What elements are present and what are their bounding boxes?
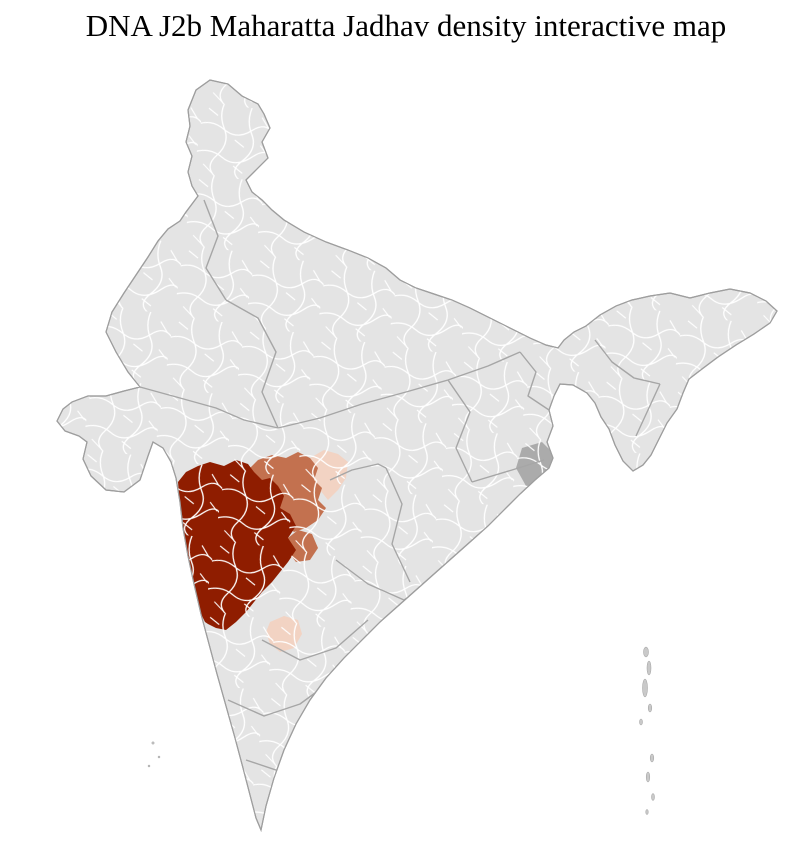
country-border <box>56 79 778 833</box>
district-boundaries <box>57 80 777 830</box>
page-title: DNA J2b Maharatta Jadhav density interac… <box>85 8 727 43</box>
andaman-nicobar-islands <box>639 646 655 815</box>
lakshadweep-islands <box>147 741 161 768</box>
